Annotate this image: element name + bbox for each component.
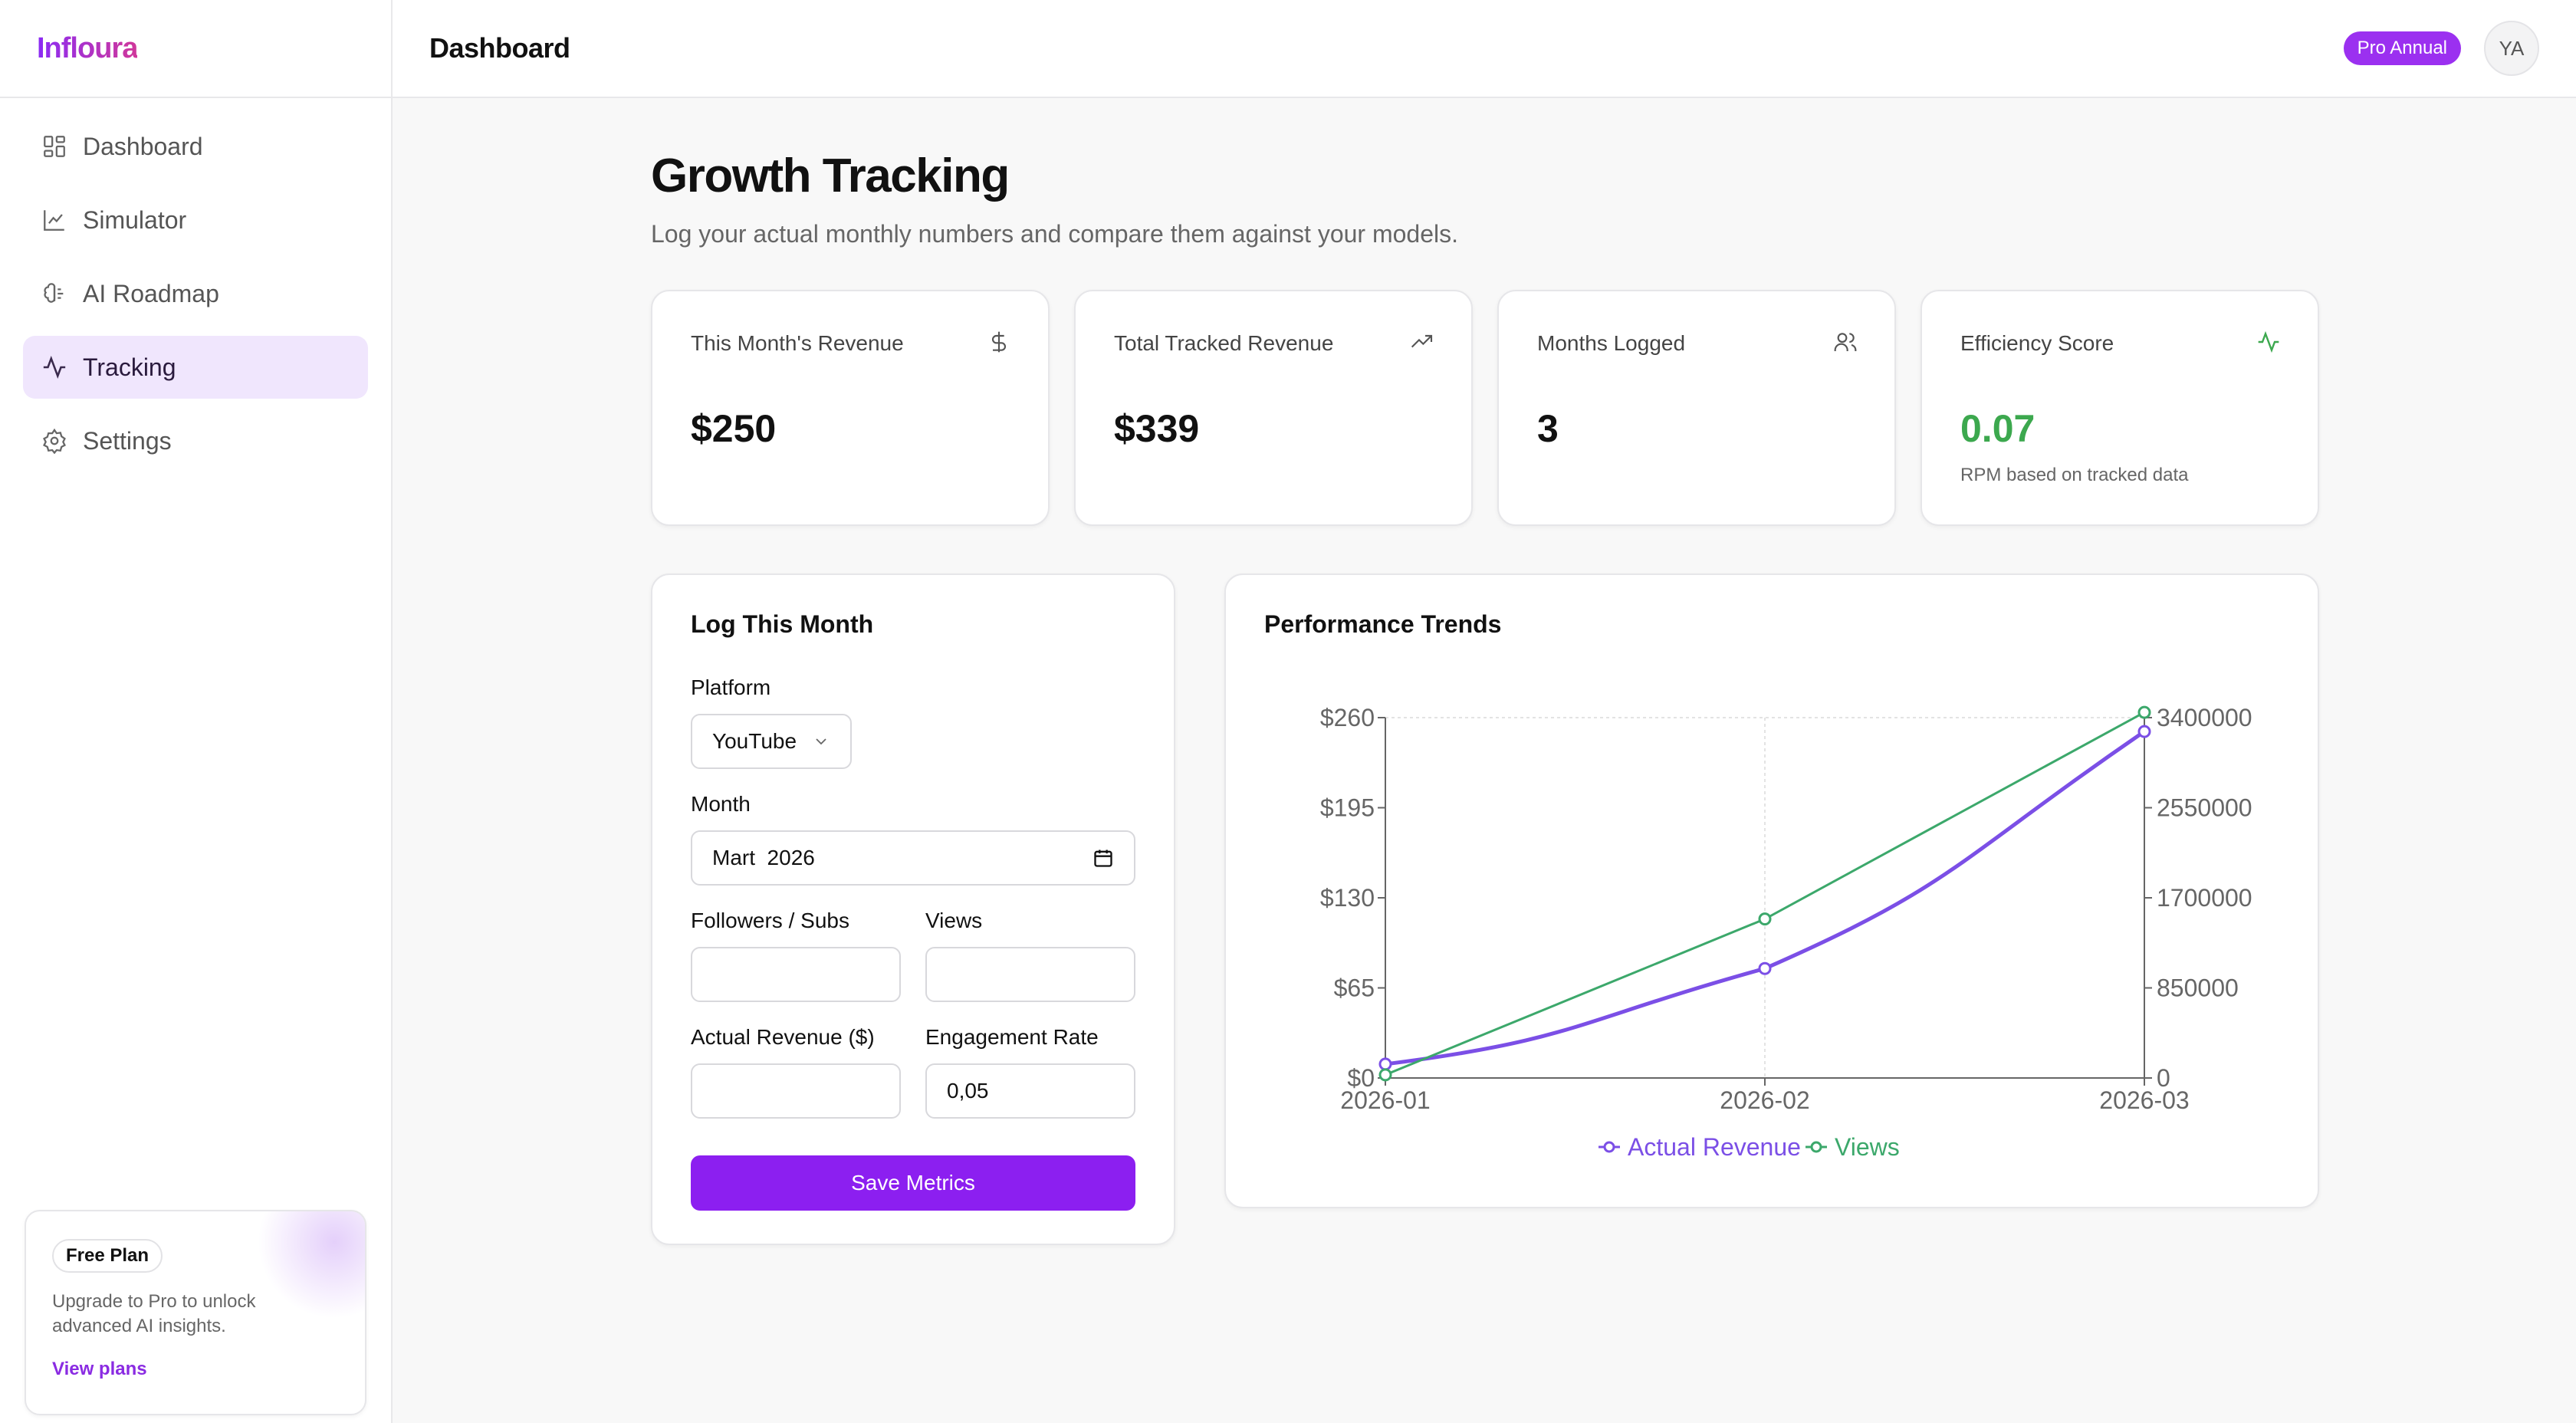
x-tick-label: 2026-02 xyxy=(1720,1086,1809,1114)
plan-badge: Free Plan xyxy=(52,1239,163,1273)
form-title: Log This Month xyxy=(691,610,874,638)
stat-label: Months Logged xyxy=(1537,331,1686,355)
x-tick-label: 2026-03 xyxy=(2099,1086,2189,1114)
revenue-point xyxy=(1378,1057,1392,1071)
stat-card-efficiency: Efficiency Score 0.07 RPM based on track… xyxy=(1921,290,2319,526)
right-tick-label: 3400000 xyxy=(2157,704,2252,731)
stat-label: This Month's Revenue xyxy=(691,331,904,355)
sidebar-item-label: Settings xyxy=(83,426,172,455)
legend-label: Actual Revenue xyxy=(1628,1133,1801,1161)
brain-icon xyxy=(41,281,67,307)
month-label: Month xyxy=(691,792,751,816)
views-point xyxy=(1378,1068,1392,1082)
content: Growth Tracking Log your actual monthly … xyxy=(651,98,2319,1245)
activity-icon xyxy=(2256,330,2281,354)
brand-name: Infloura xyxy=(37,31,138,64)
legend-label: Views xyxy=(1835,1133,1900,1161)
line-chart-icon xyxy=(41,207,67,233)
sidebar-item-simulator[interactable]: Simulator xyxy=(23,189,368,251)
sidebar-item-ai-roadmap[interactable]: AI Roadmap xyxy=(23,262,368,325)
dollar-icon xyxy=(987,330,1011,354)
left-tick-label: $195 xyxy=(1320,794,1375,822)
stat-value: $339 xyxy=(1114,407,1200,450)
views-label: Views xyxy=(925,909,983,932)
revenue-point xyxy=(2137,725,2151,738)
platform-value: YouTube xyxy=(712,729,797,753)
month-value: Mart 2026 xyxy=(712,846,815,869)
stat-card-month-revenue: This Month's Revenue $250 xyxy=(651,290,1050,526)
left-tick-label: $260 xyxy=(1320,704,1375,731)
save-metrics-button[interactable]: Save Metrics xyxy=(691,1155,1135,1211)
topbar-title: Dashboard xyxy=(429,32,570,64)
sidebar-item-settings[interactable]: Settings xyxy=(23,409,368,472)
right-tick-label: 0 xyxy=(2157,1064,2170,1092)
activity-icon xyxy=(41,354,67,380)
stats-row: This Month's Revenue $250 Total Tracked … xyxy=(651,290,2319,526)
stat-value: 3 xyxy=(1537,407,1559,450)
gear-icon xyxy=(41,428,67,454)
followers-input[interactable] xyxy=(691,947,901,1002)
legend-marker xyxy=(1603,1141,1615,1153)
chevron-down-icon xyxy=(812,732,830,751)
platform-label: Platform xyxy=(691,675,771,699)
stat-value: 0.07 xyxy=(1960,407,2036,450)
sidebar-item-label: Simulator xyxy=(83,205,187,234)
brand-logo[interactable]: Infloura xyxy=(0,0,391,98)
page-title: Growth Tracking xyxy=(651,150,1010,202)
right-tick-label: 850000 xyxy=(2157,974,2239,1002)
sidebar-item-label: AI Roadmap xyxy=(83,279,219,307)
view-plans-link[interactable]: View plans xyxy=(52,1359,147,1379)
calendar-icon[interactable] xyxy=(1092,847,1114,869)
left-tick-label: $65 xyxy=(1334,974,1375,1002)
sidebar-nav: Dashboard Simulator AI Roadmap Tracking xyxy=(0,98,391,472)
performance-chart: $0 $65 $130 $195 $260 0 850000 1700000 2550000 34… xyxy=(1320,704,2252,1161)
sidebar-item-tracking[interactable]: Tracking xyxy=(23,336,368,399)
views-input[interactable] xyxy=(925,947,1135,1002)
stat-label: Total Tracked Revenue xyxy=(1114,331,1334,355)
topbar: Dashboard Pro Annual YA xyxy=(393,0,2576,98)
sidebar-item-label: Tracking xyxy=(83,353,176,381)
main-area: Dashboard Pro Annual YA Growth Tracking … xyxy=(393,0,2576,1423)
engagement-input[interactable]: 0,05 xyxy=(925,1063,1135,1119)
sidebar-item-label: Dashboard xyxy=(83,132,203,160)
right-tick-label: 2550000 xyxy=(2157,794,2252,822)
x-tick-label: 2026-01 xyxy=(1340,1086,1430,1114)
left-tick-label: $130 xyxy=(1320,884,1375,912)
engagement-label: Engagement Rate xyxy=(925,1025,1099,1049)
month-date-input[interactable]: Mart 2026 xyxy=(691,830,1135,886)
plan-card: Free Plan Upgrade to Pro to unlock advan… xyxy=(25,1210,366,1415)
followers-label: Followers / Subs xyxy=(691,909,849,932)
left-tick-label: $0 xyxy=(1347,1064,1375,1092)
chart-title: Performance Trends xyxy=(1264,610,1502,638)
stat-value: $250 xyxy=(691,407,777,450)
revenue-input[interactable] xyxy=(691,1063,901,1119)
views-point xyxy=(1758,912,1772,926)
revenue-point xyxy=(1758,961,1772,975)
avatar[interactable]: YA xyxy=(2484,21,2539,76)
plan-status-badge: Pro Annual xyxy=(2343,31,2461,65)
sidebar: Infloura Dashboard Simulator AI Roadmap xyxy=(0,0,393,1423)
stat-label: Efficiency Score xyxy=(1960,331,2114,355)
revenue-label: Actual Revenue ($) xyxy=(691,1025,875,1049)
platform-select[interactable]: YouTube xyxy=(691,714,852,769)
log-month-form: Log This Month Platform YouTube Month xyxy=(651,573,1175,1245)
users-icon xyxy=(1833,330,1858,354)
page-subtitle: Log your actual monthly numbers and comp… xyxy=(651,220,1458,248)
plan-description: Upgrade to Pro to unlock advanced AI ins… xyxy=(52,1291,256,1336)
sidebar-item-dashboard[interactable]: Dashboard xyxy=(23,115,368,178)
stat-card-months-logged: Months Logged 3 xyxy=(1497,290,1896,526)
stat-card-total-revenue: Total Tracked Revenue $339 xyxy=(1074,290,1473,526)
performance-trends-card: Performance Trends $0 $65 $130 $195 $260 0 850… xyxy=(1224,573,2319,1208)
stat-note: RPM based on tracked data xyxy=(1960,465,2189,485)
dashboard-grid-icon xyxy=(41,133,67,159)
views-point xyxy=(2137,705,2151,719)
legend-marker xyxy=(1810,1141,1822,1153)
right-tick-label: 1700000 xyxy=(2157,884,2252,912)
trending-up-icon xyxy=(1410,330,1434,354)
